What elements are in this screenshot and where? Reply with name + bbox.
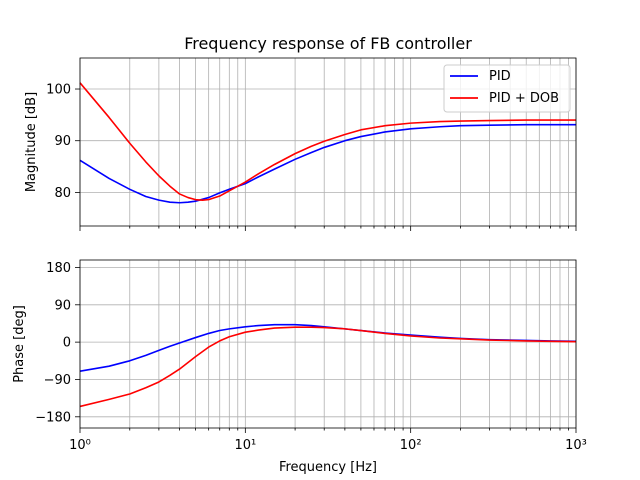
phase-axes: −180 −90 0 90 180 10⁰ 10¹ 10² 10³ Phase [deg] Fr… bbox=[12, 259, 587, 475]
legend: PID PID + DOB bbox=[443, 64, 571, 113]
chart-title: Frequency response of FB controller bbox=[184, 34, 472, 53]
x-tick-label: 10² bbox=[400, 438, 422, 453]
x-tick-label: 10¹ bbox=[234, 438, 256, 453]
phase-y-axis-label: Phase [deg] bbox=[12, 305, 27, 383]
magnitude-y-axis-label: Magnitude [dB] bbox=[24, 92, 39, 192]
phase-axes-frame bbox=[79, 259, 577, 429]
y-tick-label: 180 bbox=[46, 261, 71, 276]
series-line-pid-dob bbox=[79, 326, 577, 408]
legend-label-pid: PID bbox=[489, 69, 511, 84]
magnitude-axes-frame bbox=[79, 57, 577, 227]
phase-lines bbox=[79, 323, 577, 408]
series-line-pid bbox=[79, 123, 576, 204]
x-tick-label: 10⁰ bbox=[69, 438, 91, 453]
y-tick-label: 100 bbox=[46, 83, 71, 98]
y-tick-label: −90 bbox=[44, 373, 71, 388]
legend-label-pid-dob: PID + DOB bbox=[489, 91, 559, 106]
x-axis-label: Frequency [Hz] bbox=[279, 460, 377, 475]
y-tick-label: 90 bbox=[54, 134, 71, 149]
phase-ticks: −180 −90 0 90 180 10⁰ 10¹ 10² 10³ bbox=[35, 261, 587, 453]
y-tick-label: −180 bbox=[35, 410, 71, 425]
y-tick-label: 90 bbox=[54, 298, 71, 313]
magnitude-ticks: 80 90 100 bbox=[46, 83, 577, 231]
y-tick-label: 80 bbox=[54, 186, 71, 201]
magnitude-lines bbox=[79, 82, 576, 204]
magnitude-grid bbox=[79, 58, 577, 226]
series-line-pid-dob bbox=[79, 82, 576, 201]
magnitude-axes: 80 90 100 Magnitude [dB] PID PID + DOB bbox=[24, 57, 577, 231]
y-tick-label: 0 bbox=[63, 336, 71, 351]
x-tick-label: 10³ bbox=[565, 438, 587, 453]
